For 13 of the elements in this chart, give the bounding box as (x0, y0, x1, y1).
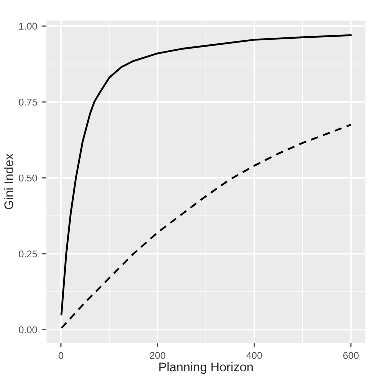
y-tick-label: 0.25 (19, 250, 38, 258)
y-tick-label: 0.00 (19, 326, 38, 334)
x-tick-label: 600 (344, 352, 359, 360)
x-axis-title: Planning Horizon (160, 362, 253, 374)
y-tick-label: 0.75 (19, 98, 38, 106)
y-tick-label: 0.50 (19, 174, 38, 182)
x-tick-label: 0 (58, 352, 64, 360)
y-axis-title: Gini Index (4, 154, 14, 210)
x-tick-label: 400 (246, 352, 262, 360)
y-tick-label: 1.00 (19, 23, 38, 30)
line-series (60, 124, 352, 330)
line-series (60, 34, 352, 316)
x-tick-label: 200 (150, 352, 166, 360)
